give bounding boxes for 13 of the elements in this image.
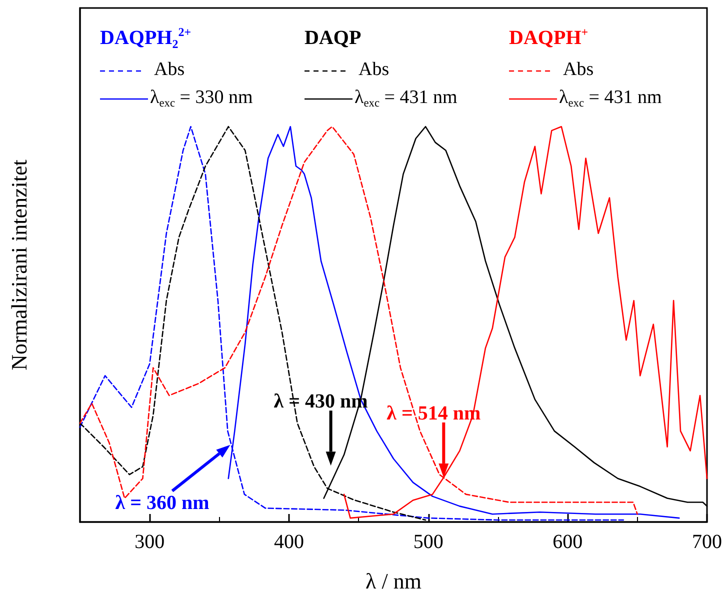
- x-tick-label: 600: [552, 531, 583, 553]
- legend-label: Abs: [358, 59, 390, 80]
- text: DAQP: [304, 27, 362, 49]
- annotation: λ = 360 nm: [115, 492, 210, 514]
- x-tick-label: 400: [274, 531, 304, 553]
- x-tick-label: 300: [134, 531, 165, 553]
- x-axis-title: λ / nm: [366, 568, 422, 594]
- legend-label: Abs: [563, 59, 594, 80]
- legend-label: Abs: [154, 59, 185, 80]
- x-tick-label: 700: [692, 531, 722, 553]
- y-axis-title: Normalizirani intenzitet: [6, 160, 32, 370]
- text: DAQPH+: [509, 25, 588, 49]
- x-tick-label: 500: [413, 531, 444, 553]
